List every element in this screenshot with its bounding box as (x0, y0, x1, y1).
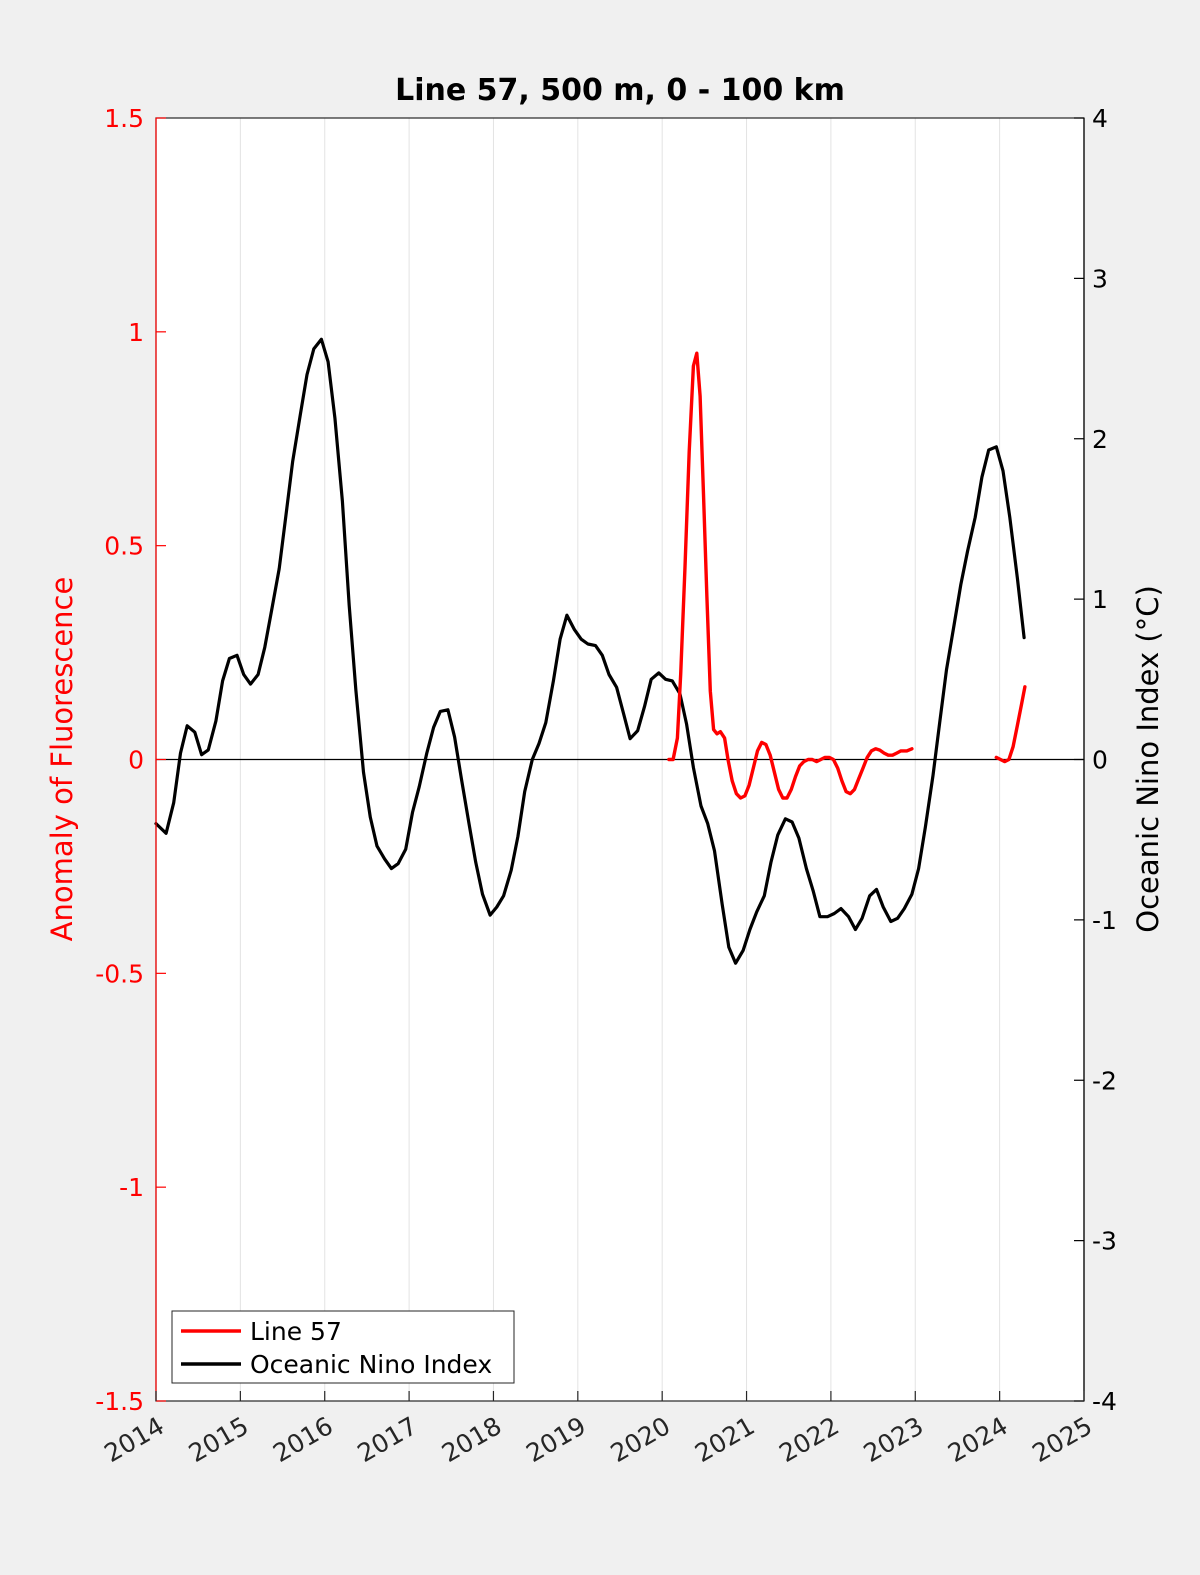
left-tick-label-0.5: 0.5 (104, 532, 144, 561)
x-tick-label-2025: 2025 (1027, 1411, 1097, 1468)
right-tick-label-2: 2 (1092, 425, 1108, 454)
series-line-oceanic-nino-index (154, 337, 1026, 965)
legend-label-oni: Oceanic Nino Index (250, 1350, 492, 1379)
right-tick-label-0: 0 (1092, 746, 1108, 775)
x-tick-label-2021: 2021 (690, 1411, 760, 1468)
x-tick-label-2018: 2018 (437, 1411, 507, 1468)
right-tick-label--4: -4 (1092, 1387, 1117, 1416)
left-tick-label--0.5: -0.5 (95, 959, 144, 988)
right-tick-label--1: -1 (1092, 906, 1117, 935)
right-tick-label--3: -3 (1092, 1227, 1117, 1256)
left-tick-label-1: 1 (128, 318, 144, 347)
left-axis-ticks: -1.5 -1 -0.5 0 0.5 1 1.5 (95, 104, 166, 1416)
x-tick-label-2016: 2016 (268, 1411, 338, 1468)
x-tick-label-2020: 2020 (606, 1411, 676, 1468)
left-tick-label--1: -1 (119, 1173, 144, 1202)
series-line-line-57-segment-1 (667, 351, 914, 800)
right-tick-label-4: 4 (1092, 104, 1108, 133)
legend-label-line-57: Line 57 (250, 1317, 342, 1346)
right-tick-label--2: -2 (1092, 1066, 1117, 1095)
right-axis-ticks: -4 -3 -2 -1 0 1 2 3 4 (1074, 104, 1117, 1416)
legend-box (171, 1310, 515, 1384)
left-axis-label: Anomaly of Fluorescence (45, 577, 79, 942)
chart-title: Line 57, 500 m, 0 - 100 km (395, 73, 845, 108)
x-tick-label-2019: 2019 (521, 1411, 591, 1468)
left-tick-label--1.5: -1.5 (95, 1387, 144, 1416)
x-tick-label-2023: 2023 (859, 1411, 929, 1468)
x-tick-label-2017: 2017 (352, 1411, 422, 1468)
x-tick-label-2022: 2022 (774, 1411, 844, 1468)
legend: Line 57 Oceanic Nino Index (171, 1310, 515, 1384)
x-tick-label-2015: 2015 (184, 1411, 254, 1468)
series-layer (154, 337, 1027, 965)
right-tick-label-1: 1 (1092, 585, 1108, 614)
x-axis-ticks: 2014 2015 2016 2017 2018 2019 2020 2021 2022 2023… (99, 1391, 1097, 1468)
left-tick-label-1.5: 1.5 (104, 104, 144, 133)
x-tick-label-2024: 2024 (943, 1411, 1013, 1468)
right-axis-label: Oceanic Nino Index (°C) (1131, 585, 1165, 933)
left-tick-label-0: 0 (128, 746, 144, 775)
x-tick-label-2014: 2014 (99, 1411, 169, 1468)
right-tick-label-3: 3 (1092, 264, 1108, 293)
series-line-line-57-segment-2 (994, 685, 1027, 764)
